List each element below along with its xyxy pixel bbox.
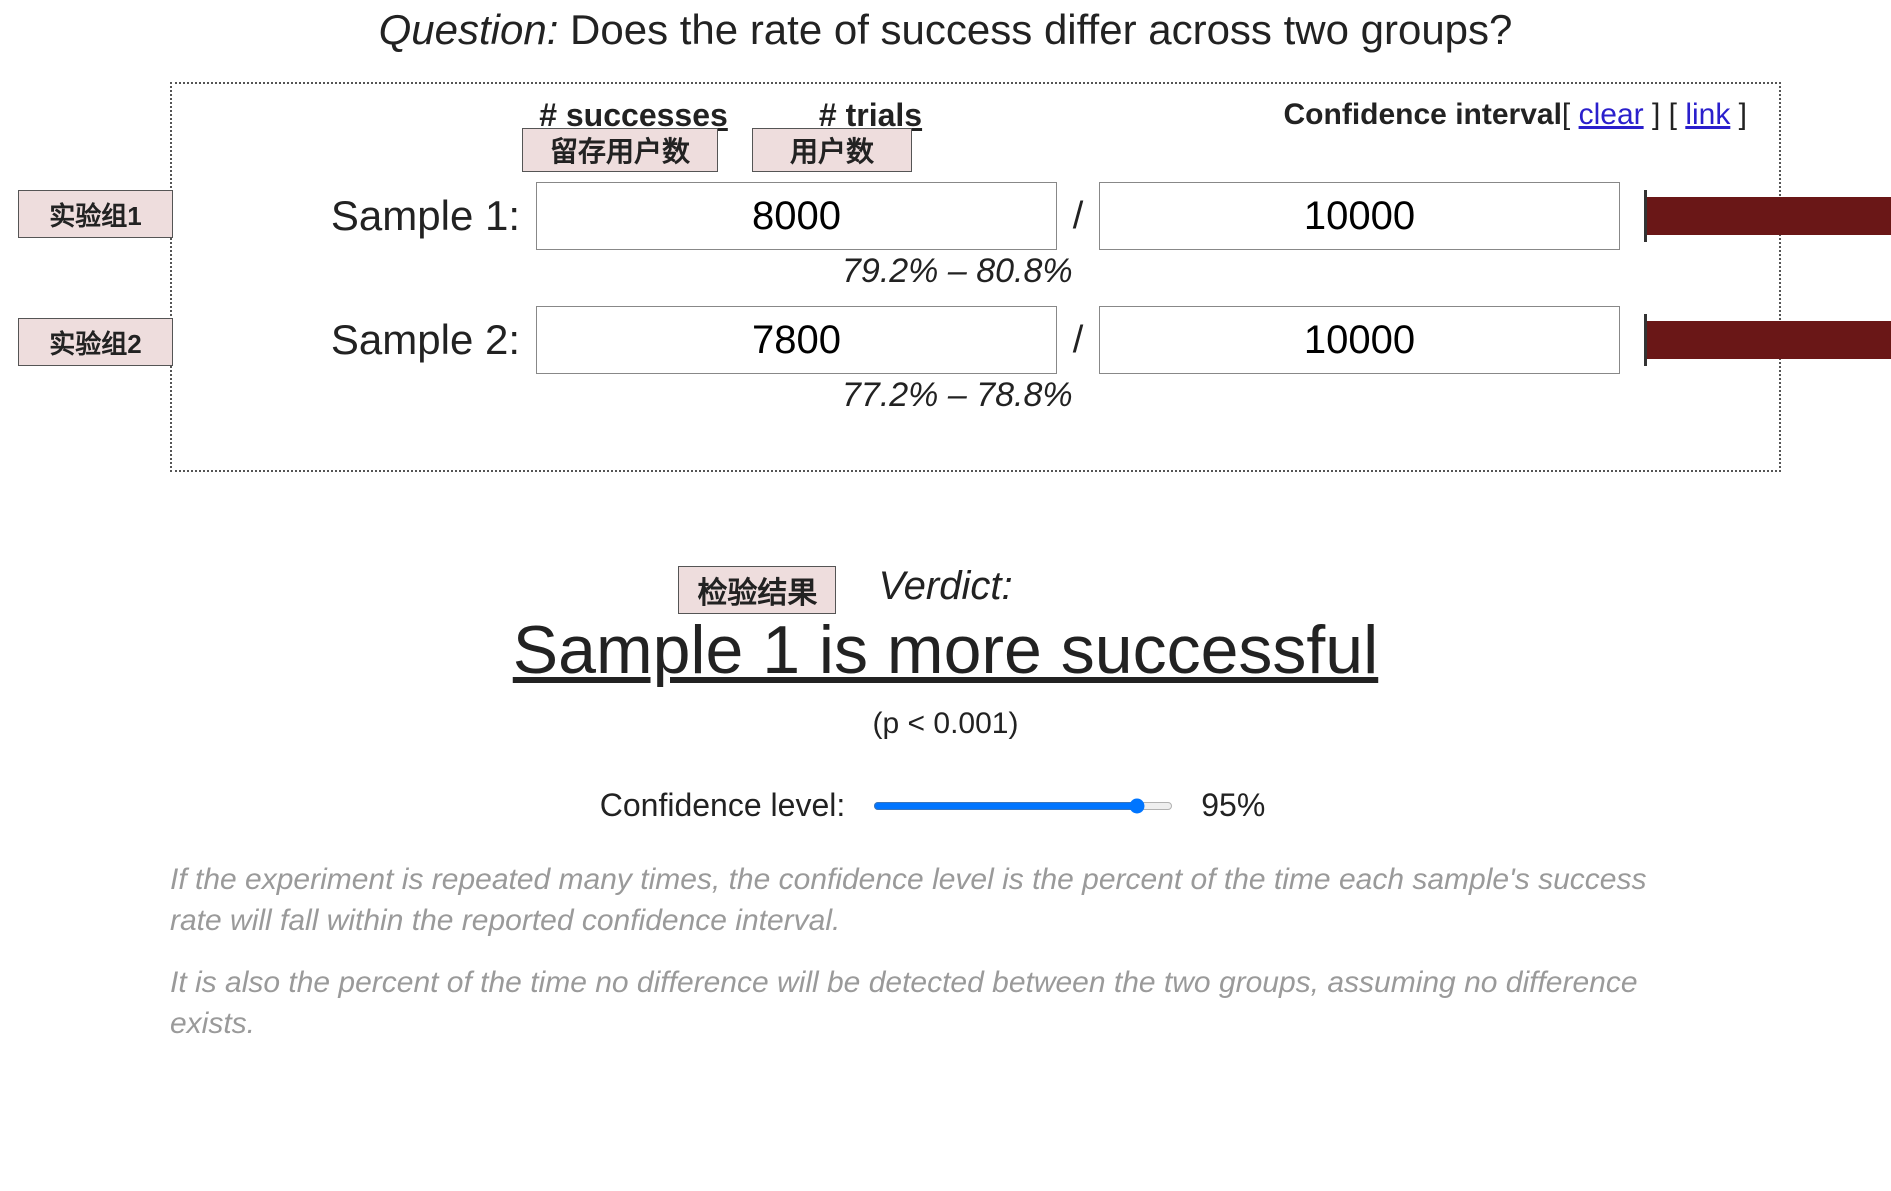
ci-title: Confidence interval [1284, 98, 1562, 131]
annotation-successes: 留存用户数 [522, 128, 718, 172]
slash-2: / [1057, 319, 1099, 362]
confidence-label: Confidence level: [600, 787, 845, 824]
explanation-p2: It is also the percent of the time no di… [170, 963, 1691, 1044]
sample-2-bar [1644, 318, 1755, 362]
annotation-verdict: 检验结果 [678, 566, 836, 614]
sample-1-label: Sample 1: [331, 192, 520, 240]
sample-2-ci-text: 77.2% – 78.8% [758, 376, 1755, 422]
sample-2-trials-input[interactable] [1099, 306, 1620, 374]
input-panel: # successes # trials Confidence interval… [170, 82, 1781, 472]
sample-1-ci-text: 79.2% – 80.8% [758, 252, 1755, 298]
sample-1-bar [1644, 194, 1755, 238]
clear-link[interactable]: clear [1579, 98, 1644, 131]
verdict-text: Sample 1 is more successful [0, 611, 1891, 689]
verdict-block: 检验结果 Verdict: Sample 1 is more successfu… [0, 564, 1891, 741]
sample-row-2: 实验组2 Sample 2: / [196, 304, 1755, 376]
header-ci: Confidence interval[ clear ] [ link ] [1284, 98, 1747, 132]
slash-1: / [1057, 195, 1099, 238]
annotation-sample-2: 实验组2 [18, 318, 173, 366]
permalink-link[interactable]: link [1685, 98, 1730, 131]
question-text: Does the rate of success differ across t… [570, 6, 1512, 53]
confidence-value: 95% [1201, 787, 1291, 824]
sample-1-successes-input[interactable] [536, 182, 1057, 250]
annotation-trials: 用户数 [752, 128, 912, 172]
verdict-pvalue: (p < 0.001) [0, 707, 1891, 741]
confidence-slider[interactable] [873, 802, 1173, 810]
explanation-p1: If the experiment is repeated many times… [170, 860, 1691, 941]
verdict-label: Verdict: [878, 564, 1012, 608]
sample-row-1: 实验组1 Sample 1: / [196, 180, 1755, 252]
annotation-sample-1: 实验组1 [18, 190, 173, 238]
sample-2-label: Sample 2: [331, 316, 520, 364]
question-line: Question: Does the rate of success diffe… [0, 6, 1891, 54]
annotation-row: 留存用户数 用户数 [196, 128, 1755, 174]
sample-2-successes-input[interactable] [536, 306, 1057, 374]
explanation-block: If the experiment is repeated many times… [170, 860, 1691, 1044]
sample-1-trials-input[interactable] [1099, 182, 1620, 250]
confidence-row: Confidence level: 95% [0, 787, 1891, 824]
question-label: Question: [379, 6, 559, 53]
